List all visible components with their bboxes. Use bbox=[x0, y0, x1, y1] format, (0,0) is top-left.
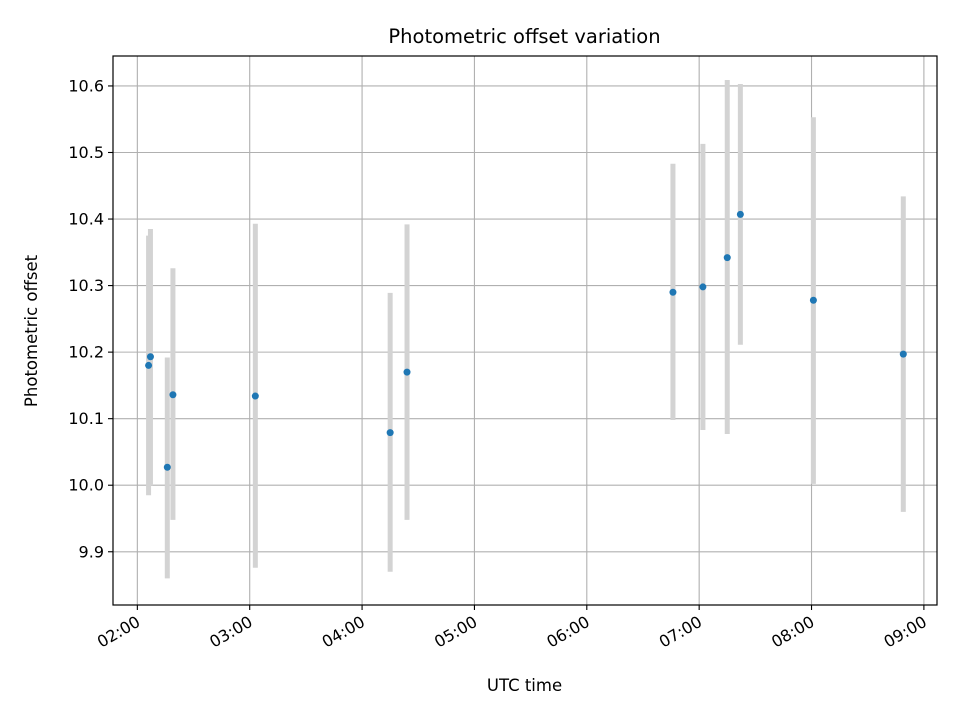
data-point bbox=[736, 210, 744, 218]
x-axis-label: UTC time bbox=[487, 676, 562, 695]
y-tick-label: 10.1 bbox=[68, 409, 104, 428]
grid-lines bbox=[113, 56, 937, 605]
data-point bbox=[669, 288, 677, 296]
data-point bbox=[163, 463, 171, 471]
data-points bbox=[145, 210, 907, 471]
data-point bbox=[723, 254, 731, 262]
y-tick-label: 10.0 bbox=[68, 476, 104, 495]
data-point bbox=[145, 361, 153, 369]
y-tick-label: 10.4 bbox=[68, 210, 104, 229]
y-axis-ticks: 9.9 10.0 10.1 10.2 10.3 10.4 10.5 10.6 bbox=[68, 76, 113, 561]
data-point bbox=[809, 296, 817, 304]
data-point bbox=[386, 429, 394, 437]
y-tick-label: 10.2 bbox=[68, 343, 104, 362]
data-point bbox=[251, 392, 259, 400]
data-point bbox=[146, 353, 154, 361]
data-point bbox=[169, 391, 177, 399]
y-tick-label: 10.6 bbox=[68, 76, 104, 95]
y-tick-label: 10.5 bbox=[68, 143, 104, 162]
chart-title: Photometric offset variation bbox=[388, 25, 660, 48]
data-point bbox=[699, 283, 707, 291]
plot-frame bbox=[112, 55, 938, 606]
y-tick-label: 9.9 bbox=[79, 542, 104, 561]
data-point bbox=[899, 350, 907, 358]
y-tick-label: 10.3 bbox=[68, 276, 104, 295]
data-point bbox=[403, 368, 411, 376]
y-axis-label: Photometric offset bbox=[22, 254, 41, 407]
